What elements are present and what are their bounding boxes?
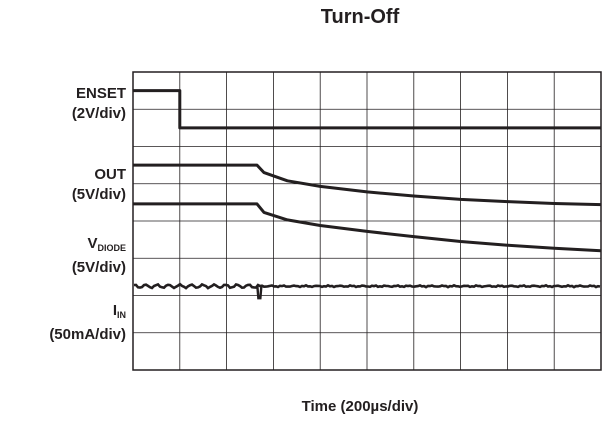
enset-scale: (2V/div) bbox=[71, 105, 126, 122]
x-axis-label: Time (200µs/div) bbox=[301, 398, 419, 415]
scope-traces bbox=[133, 89, 602, 300]
iin-label: IIN (50mA/div) bbox=[49, 301, 126, 345]
vdiode-label: VDIODE (5V/div) bbox=[72, 234, 126, 278]
out-scale: (5V/div) bbox=[71, 186, 126, 203]
out-name: OUT bbox=[94, 166, 126, 183]
iin-name: IIN bbox=[112, 302, 126, 320]
vdiode-scale: (5V/div) bbox=[71, 259, 126, 276]
chart-title: Turn-Off bbox=[320, 6, 400, 28]
scope-grid bbox=[132, 71, 602, 371]
out-label: OUT (5V/div) bbox=[72, 165, 126, 205]
enset-trace bbox=[133, 89, 601, 130]
iin-glitch bbox=[256, 286, 263, 300]
enset-name: ENSET bbox=[75, 85, 126, 102]
vdiode-name: VDIODE bbox=[87, 235, 126, 253]
vdiode-trace bbox=[133, 202, 602, 253]
iin-scale: (50mA/div) bbox=[49, 326, 126, 343]
enset-label: ENSET (2V/div) bbox=[72, 84, 126, 124]
iin-trace bbox=[133, 282, 601, 290]
out-trace bbox=[133, 163, 602, 207]
